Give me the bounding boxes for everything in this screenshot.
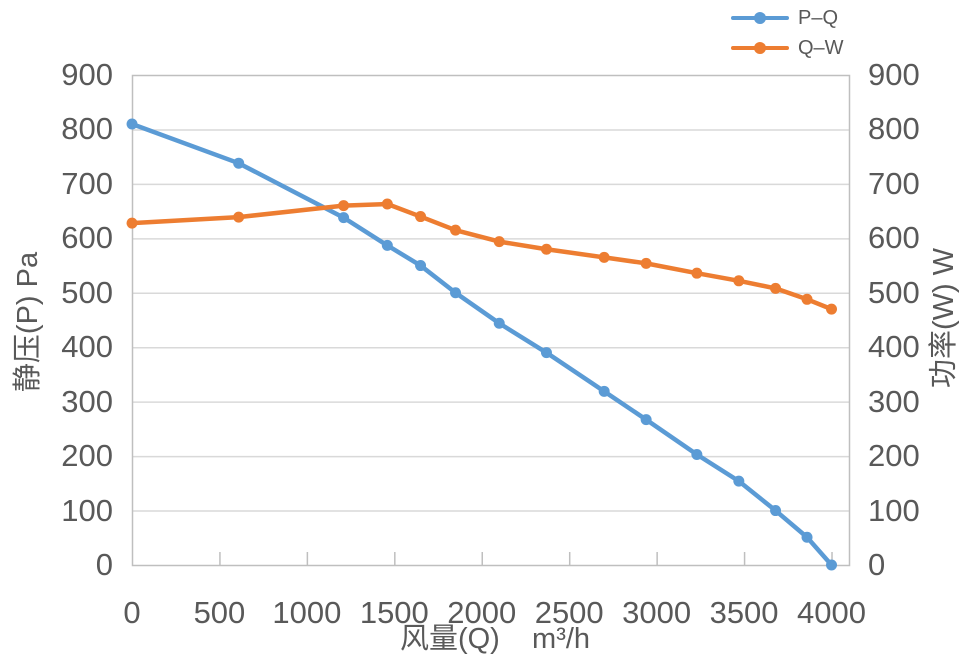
data-point-Q–W xyxy=(826,303,838,315)
legend-swatch-qw xyxy=(731,41,789,55)
data-point-Q–W xyxy=(338,200,350,212)
x-axis-title: 风量(Q) m³/h xyxy=(399,623,591,655)
y-axis-left-tick-label: 400 xyxy=(61,329,113,365)
data-point-Q–W xyxy=(233,211,245,223)
legend-item-qw: Q–W xyxy=(731,33,844,63)
y-axis-left-tick-label: 300 xyxy=(61,383,113,419)
data-point-P–Q xyxy=(126,118,138,130)
y-axis-left-title: 静压(P) Pa xyxy=(12,251,44,393)
data-point-Q–W xyxy=(381,198,393,210)
data-point-P–Q xyxy=(493,317,505,329)
x-axis-tick-label: 1500 xyxy=(359,595,429,630)
y-axis-left-tick-label: 0 xyxy=(95,547,113,582)
legend-label-pq: P–Q xyxy=(798,7,839,29)
data-point-P–Q xyxy=(415,260,427,272)
data-point-P–Q xyxy=(450,287,462,299)
x-axis-tick-label: 2500 xyxy=(534,595,604,630)
x-axis-tick-label: 1000 xyxy=(272,595,342,630)
data-point-Q–W xyxy=(415,211,427,223)
data-point-Q–W xyxy=(640,257,652,269)
data-point-Q–W xyxy=(691,267,703,279)
y-axis-left-tick-label: 600 xyxy=(61,220,113,256)
plot-border xyxy=(131,74,851,567)
y-axis-right-tick-label: 600 xyxy=(868,220,920,256)
data-point-P–Q xyxy=(733,475,745,487)
y-axis-right-tick-label: 900 xyxy=(868,57,920,92)
qw-marker-icon xyxy=(754,42,766,54)
data-point-P–Q xyxy=(233,157,245,169)
legend: P–Q Q–W xyxy=(731,3,844,63)
y-axis-right-tick-label: 0 xyxy=(868,547,886,582)
x-axis-tick-label: 3000 xyxy=(622,595,692,630)
y-axis-right-tick-label: 500 xyxy=(868,274,920,310)
legend-swatch-pq xyxy=(731,11,789,25)
x-axis-tick-label: 4000 xyxy=(797,595,866,630)
y-axis-right-tick-label: 700 xyxy=(868,165,920,201)
data-point-Q–W xyxy=(450,224,462,236)
y-axis-right-title: 功率(W) W xyxy=(928,247,960,389)
y-axis-left-tick-label: 100 xyxy=(61,492,113,528)
x-axis-tick-label: 3500 xyxy=(709,595,779,630)
data-point-P–Q xyxy=(598,385,610,397)
data-point-Q–W xyxy=(126,217,138,229)
data-point-P–Q xyxy=(640,414,652,426)
y-axis-left-tick-label: 800 xyxy=(61,111,113,147)
legend-label-qw: Q–W xyxy=(798,37,844,59)
data-point-P–Q xyxy=(381,239,393,251)
y-axis-right-tick-label: 200 xyxy=(868,438,920,474)
y-axis-left-tick-label: 200 xyxy=(61,438,113,474)
series-line-P–Q xyxy=(129,121,834,568)
y-axis-left-tick-label: 700 xyxy=(61,165,113,201)
y-axis-left-tick-label: 900 xyxy=(61,57,113,92)
data-point-Q–W xyxy=(733,275,745,287)
y-axis-right-tick-label: 300 xyxy=(868,383,920,419)
x-axis-tick-label: 0 xyxy=(123,595,141,630)
legend-item-pq: P–Q xyxy=(731,3,844,33)
data-point-P–Q xyxy=(801,531,813,543)
y-axis-right-tick-label: 400 xyxy=(868,329,920,365)
pq-marker-icon xyxy=(754,12,766,24)
data-point-P–Q xyxy=(691,448,703,460)
y-axis-right-tick-label: 100 xyxy=(868,492,920,528)
data-point-P–Q xyxy=(770,505,782,517)
y-axis-left-tick-label: 500 xyxy=(61,274,113,310)
data-point-Q–W xyxy=(540,243,552,255)
data-point-P–Q xyxy=(826,559,838,571)
data-point-P–Q xyxy=(540,347,552,359)
data-point-Q–W xyxy=(801,293,813,305)
data-point-P–Q xyxy=(338,212,350,224)
data-point-Q–W xyxy=(770,282,782,294)
data-point-Q–W xyxy=(493,236,505,248)
x-axis-tick-label: 500 xyxy=(193,595,246,630)
data-point-Q–W xyxy=(598,251,610,263)
x-axis-tick-label: 2000 xyxy=(447,595,517,630)
y-axis-right-tick-label: 800 xyxy=(868,111,920,147)
